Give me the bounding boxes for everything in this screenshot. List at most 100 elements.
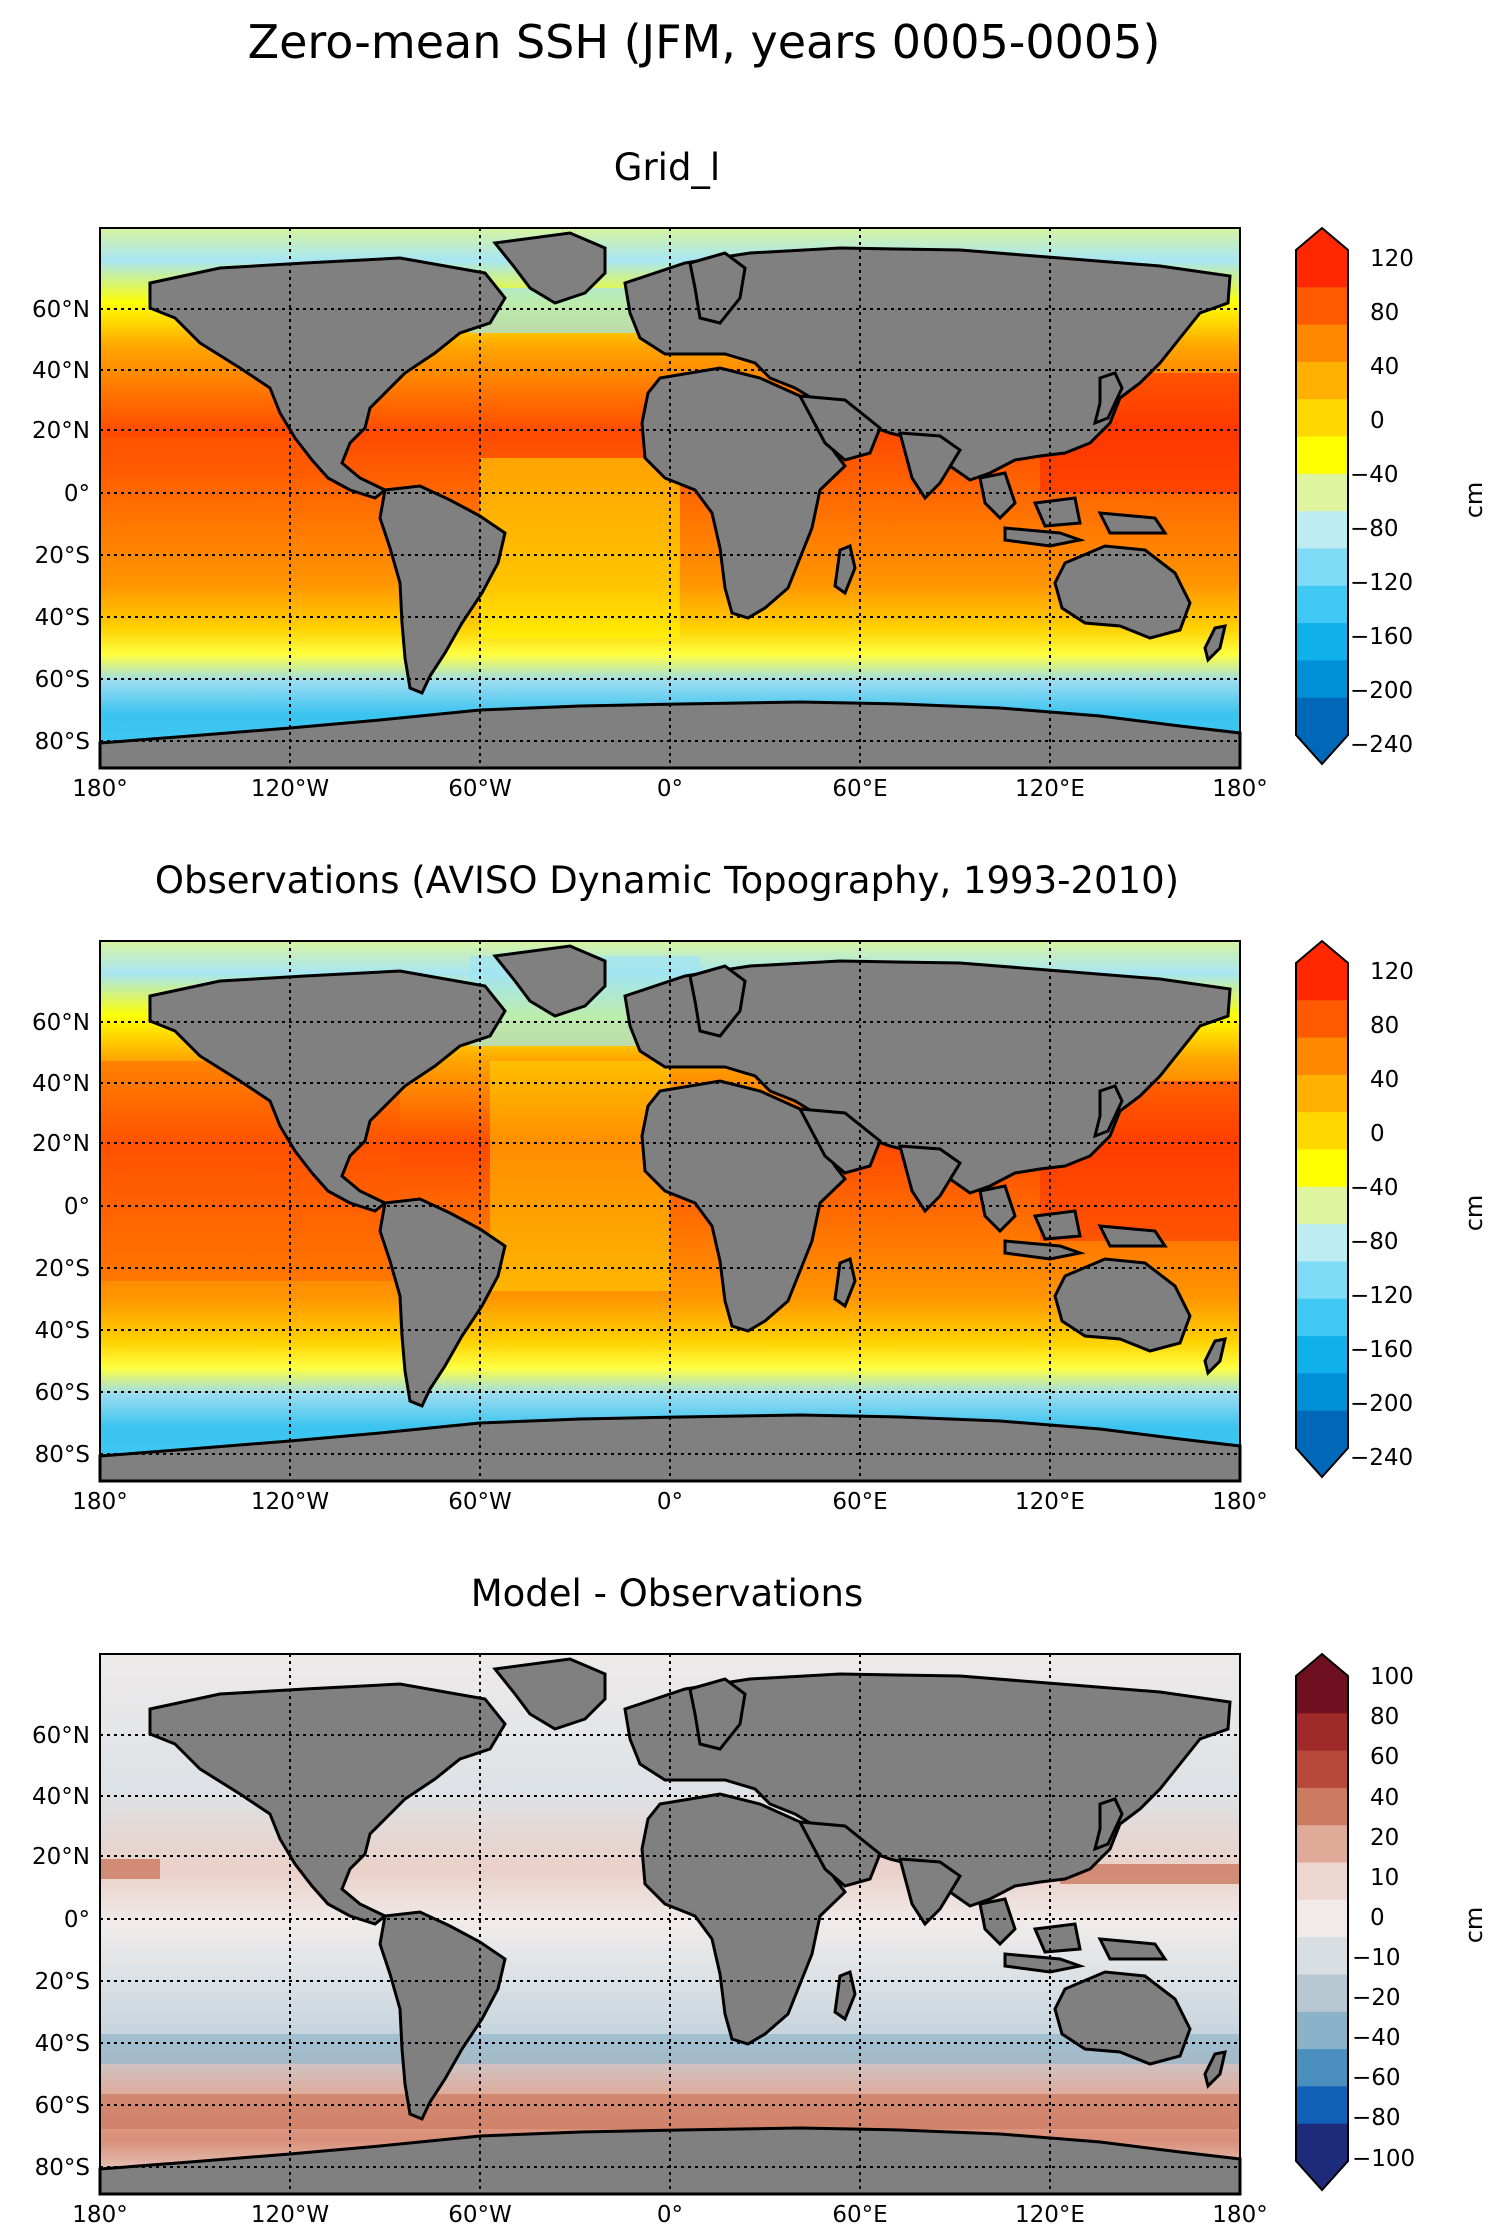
colorbar-level — [1296, 473, 1348, 512]
panel-title: Observations (AVISO Dynamic Topography, … — [155, 859, 1179, 902]
atlantic-band — [490, 1061, 670, 1291]
colorbar-tick: 0 — [1370, 1905, 1385, 1931]
colorbar-level — [1296, 623, 1348, 661]
colorbar-tick: 120 — [1370, 246, 1414, 272]
colorbar-tick: −120 — [1350, 570, 1413, 596]
colorbar-level — [1296, 1000, 1348, 1039]
colorbar-label: cm — [1460, 1195, 1488, 1232]
colorbar-level — [1296, 1037, 1348, 1076]
lon-tick: 0° — [657, 1489, 683, 1515]
lat-tick: 80°S — [35, 729, 90, 755]
colorbar-tick: −20 — [1352, 1985, 1401, 2011]
lat-tick: 60°N — [32, 1723, 90, 1749]
lon-tick: 120°W — [251, 1489, 329, 1515]
colorbar-outline — [1295, 226, 1349, 766]
lat-tick: 80°S — [35, 2155, 90, 2181]
lat-tick: 40°S — [35, 2031, 90, 2057]
lon-tick: 120°E — [1015, 1489, 1085, 1515]
colorbar-level — [1296, 287, 1348, 326]
lat-tick: 40°S — [35, 1318, 90, 1344]
lon-labels: 180° 120°W 60°W 0° 60°E 120°E 180° — [72, 2202, 1267, 2228]
lat-labels: 60°N 40°N 20°N 0° 20°S 40°S 60°S 80°S — [32, 297, 90, 755]
colorbar-stripes — [1296, 228, 1348, 764]
colorbar-level — [1296, 1713, 1348, 1752]
map-difference — [98, 1653, 1242, 2196]
colorbar-tick: −40 — [1350, 462, 1399, 488]
lat-tick: 20°S — [35, 1969, 90, 1995]
colorbar-level — [1296, 2049, 1348, 2087]
colorbar-level — [1296, 1899, 1348, 1938]
colorbar-ticks: 120 80 40 0 −40 −80 −120 −160 −200 −240 — [1350, 246, 1414, 758]
lon-tick: 180° — [72, 776, 127, 802]
colorbar-outline — [1295, 939, 1349, 1479]
colorbar-level — [1296, 324, 1348, 363]
lat-tick: 0° — [64, 1194, 90, 1220]
colorbar-level — [1296, 585, 1348, 624]
colorbar-level — [1296, 1410, 1348, 1449]
colorbar-tick: 60 — [1370, 1744, 1399, 1770]
lon-labels: 180° 120°W 60°W 0° 60°E 120°E 180° — [72, 776, 1267, 802]
lon-tick: 60°E — [832, 776, 887, 802]
colorbar-level — [1296, 1787, 1348, 1826]
colorbar-level — [1296, 1112, 1348, 1151]
colorbar-tick: −80 — [1350, 516, 1399, 542]
colorbar-level — [1296, 361, 1348, 400]
lon-tick: 180° — [1212, 2202, 1267, 2228]
panel-difference: Model - Observations 60°N 40°N 20°N — [32, 1572, 1488, 2228]
colorbar-level — [1296, 2123, 1348, 2162]
lon-tick: 120°E — [1015, 2202, 1085, 2228]
colorbar-tick: 100 — [1370, 1664, 1414, 1690]
colorbar-ticks: 120 80 40 0 −40 −80 −120 −160 −200 −240 — [1350, 959, 1414, 1471]
panel-title: Grid_l — [614, 146, 720, 189]
colorbar-level — [1296, 250, 1348, 288]
colorbar-tick: 80 — [1370, 1704, 1399, 1730]
colorbar-level — [1296, 2086, 1348, 2125]
colorbar-level — [1296, 1186, 1348, 1225]
lat-tick: 20°N — [32, 418, 90, 444]
panel-observations: Observations (AVISO Dynamic Topography, … — [32, 859, 1488, 1515]
lon-tick: 180° — [72, 1489, 127, 1515]
colorbar-tick: −120 — [1350, 1283, 1413, 1309]
lat-tick: 60°S — [35, 667, 90, 693]
colorbar-level — [1296, 1373, 1348, 1412]
lon-tick: 60°W — [448, 2202, 512, 2228]
colorbar-level — [1296, 1862, 1348, 1901]
lon-labels: 180° 120°W 60°W 0° 60°E 120°E 180° — [72, 1489, 1267, 1515]
lat-tick: 40°N — [32, 1071, 90, 1097]
lon-tick: 60°W — [448, 1489, 512, 1515]
colorbar-tick: −80 — [1350, 1229, 1399, 1255]
colorbar-extend-max — [1296, 941, 1348, 963]
colorbar-level — [1296, 1676, 1348, 1714]
lat-tick: 60°N — [32, 1010, 90, 1036]
lat-tick: 40°N — [32, 358, 90, 384]
colorbar-tick: −100 — [1352, 2146, 1415, 2172]
colorbar-tick: 40 — [1370, 354, 1399, 380]
colorbar-extend-min — [1296, 1448, 1348, 1477]
lat-tick: 60°S — [35, 2093, 90, 2119]
colorbar-level — [1296, 1074, 1348, 1113]
colorbar-tick: 40 — [1370, 1785, 1399, 1811]
colorbar-tick: 10 — [1370, 1865, 1399, 1891]
lon-tick: 180° — [72, 2202, 127, 2228]
colorbar-tick: −240 — [1350, 732, 1413, 758]
colorbar-level — [1296, 436, 1348, 475]
graticule — [100, 228, 1240, 768]
map-frame — [99, 1653, 1241, 2195]
colorbar-tick: −60 — [1352, 2065, 1401, 2091]
lon-tick: 60°E — [832, 1489, 887, 1515]
colorbar-outline — [1295, 1652, 1349, 2192]
panel-grid-l: Grid_l 60°N 40°N 20°N 0° — [32, 146, 1488, 802]
colorbar-level — [1296, 1336, 1348, 1374]
colorbar-level — [1296, 1224, 1348, 1263]
colorbar-ticks: 100 80 60 40 20 10 0 −10 −20 −40 −60 −80… — [1352, 1664, 1415, 2172]
positive-bias-band — [1060, 1864, 1240, 1884]
colorbar-tick: 0 — [1370, 1121, 1385, 1147]
colorbar-level — [1296, 2011, 1348, 2050]
map-grid-l — [98, 227, 1242, 770]
colorbar-level — [1296, 399, 1348, 438]
lon-tick: 180° — [1212, 1489, 1267, 1515]
lat-tick: 60°N — [32, 297, 90, 323]
graticule — [100, 1654, 1240, 2194]
colorbar-level — [1296, 697, 1348, 736]
